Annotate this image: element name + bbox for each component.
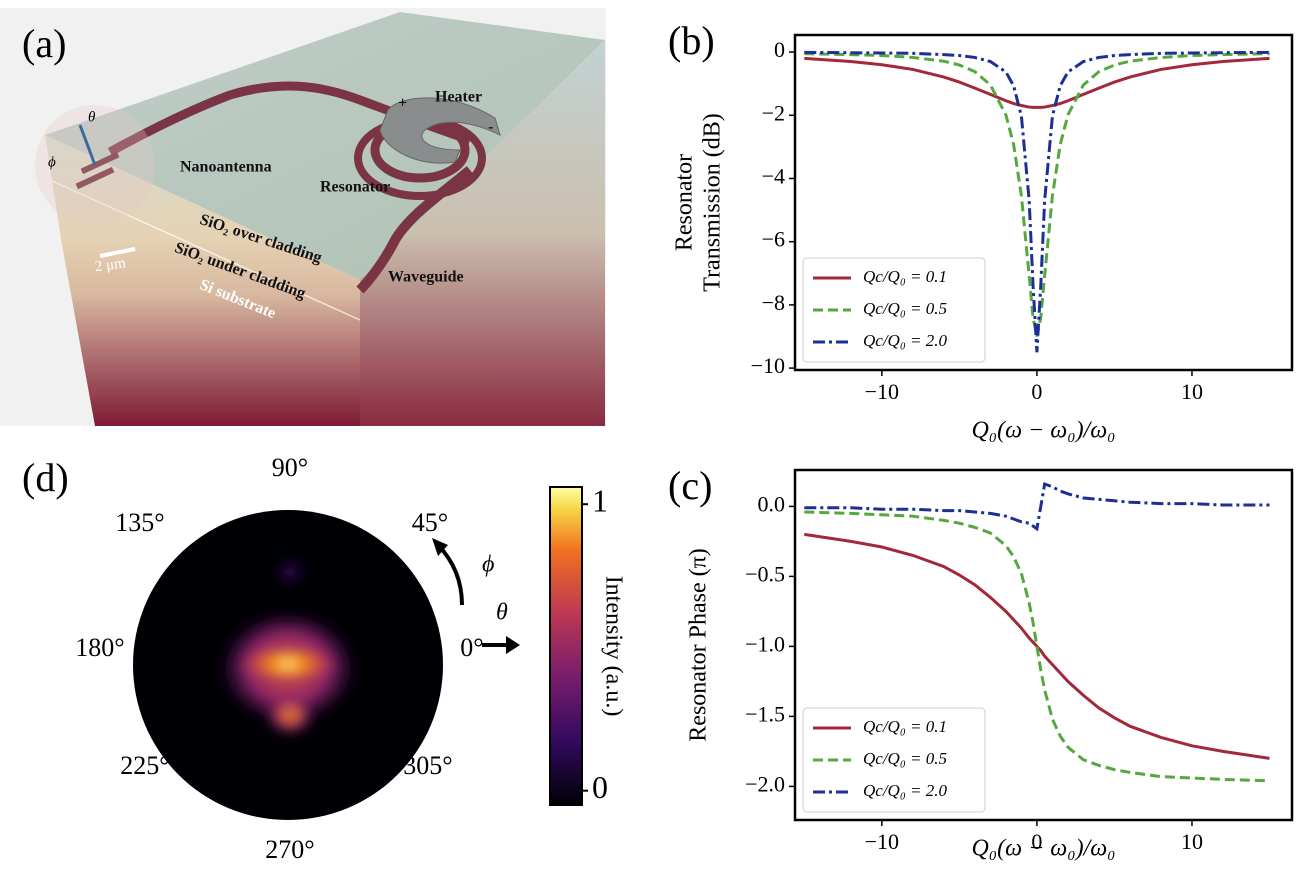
scale-label: 2 μm	[94, 255, 127, 275]
right-face	[360, 40, 605, 426]
resonator-label: Resonator	[320, 179, 390, 196]
emission-arrow	[78, 124, 97, 166]
series-line	[804, 481, 1270, 532]
legend-label: Qc/Q₀ = 2.0	[863, 781, 947, 800]
series-line	[804, 52, 1270, 337]
illustration: (a) Heater + - Nanoantenna Resonator SiO…	[0, 8, 606, 426]
phi-arrow	[436, 543, 464, 606]
polar-map: (d) ϕ θ Intensity (a.u.)	[22, 455, 627, 820]
colorbar-tick-label: 1	[592, 483, 608, 519]
y-axis-label: Resonator Phase (π)	[686, 548, 712, 741]
y-tick-label: −1.5	[745, 701, 785, 726]
phi-label: ϕ	[482, 552, 494, 578]
legend-box	[802, 257, 986, 363]
theta-label: θ	[496, 600, 508, 626]
y-tick-label: 0.0	[758, 491, 786, 516]
x-tick-label: 0	[1031, 829, 1042, 854]
phi-label: ϕ	[48, 154, 56, 170]
plot-frame	[793, 468, 1294, 822]
layer-boundary	[49, 179, 361, 321]
y-tick-label: 0	[774, 37, 785, 62]
legend-label: Qc/Q₀ = 0.5	[863, 299, 947, 318]
y-tick-label: −10	[751, 353, 785, 378]
theta-label: θ	[88, 109, 96, 125]
y-tick-label: −8	[762, 290, 785, 315]
angle-label: 225°	[120, 751, 169, 780]
x-tick-label: 0	[1031, 379, 1042, 404]
heater-label: Heater	[435, 89, 482, 106]
x-axis-label: Q₀(ω − ω₀)/ω₀	[971, 418, 1115, 444]
legend-label: Qc/Q₀ = 0.1	[863, 267, 947, 286]
angle-label: 135°	[115, 508, 164, 537]
theta-arrowhead	[506, 636, 520, 654]
series-line	[804, 532, 1270, 760]
heater	[379, 97, 501, 164]
angle-label: 90°	[272, 453, 308, 482]
angle-label: 45°	[412, 508, 448, 537]
series-line	[804, 510, 1270, 783]
legend-label: Qc/Q₀ = 0.1	[863, 717, 947, 736]
y-tick-label: −6	[762, 227, 785, 252]
panel-label: (c)	[668, 463, 712, 508]
x-tick-label: −10	[865, 829, 899, 854]
panel-label: (d)	[22, 455, 69, 500]
panel-label: (b)	[668, 18, 715, 63]
angle-label: 305°	[403, 751, 452, 780]
scale-bar	[99, 247, 136, 258]
intensity-image	[218, 556, 358, 735]
angle-label: 180°	[75, 633, 124, 662]
y-tick-label: −2	[762, 100, 785, 125]
y-tick-label: −4	[762, 164, 785, 189]
colorbar-tick-label: 0	[592, 769, 608, 805]
plot-frame	[793, 33, 1294, 372]
angle-label: 0°	[460, 633, 483, 662]
legend-box	[802, 707, 986, 813]
y-axis-label: Transmission (dB)	[700, 113, 726, 291]
legend-label: Qc/Q₀ = 2.0	[863, 331, 947, 350]
y-axis-label: Resonator	[672, 154, 698, 251]
x-tick-label: 10	[1181, 379, 1203, 404]
heater-plus: +	[398, 95, 407, 112]
phi-arrowhead	[432, 538, 448, 556]
series-line	[804, 50, 1270, 353]
x-axis-label: Q₀(ω − ω₀)/ω₀	[971, 836, 1115, 862]
x-tick-label: −10	[865, 379, 899, 404]
y-tick-label: −2.0	[745, 771, 785, 796]
top-face	[45, 12, 605, 280]
x-tick-label: 10	[1181, 829, 1203, 854]
y-tick-label: −0.5	[745, 561, 785, 586]
colorbar	[549, 486, 583, 806]
nanoantenna-label: Nanoantenna	[180, 159, 272, 176]
legend-label: Qc/Q₀ = 0.5	[863, 749, 947, 768]
waveguide-output	[356, 166, 474, 294]
panel-label: (a)	[22, 21, 66, 66]
series-line	[804, 56, 1270, 109]
angle-label: 270°	[265, 835, 314, 864]
heater-minus: -	[488, 119, 493, 136]
waveguide-label: Waveguide	[388, 269, 464, 286]
colorbar-label: Intensity (a.u.)	[600, 576, 626, 717]
left-face	[45, 135, 360, 426]
nanoantenna-bars	[75, 151, 120, 190]
y-tick-label: −1.0	[745, 631, 785, 656]
